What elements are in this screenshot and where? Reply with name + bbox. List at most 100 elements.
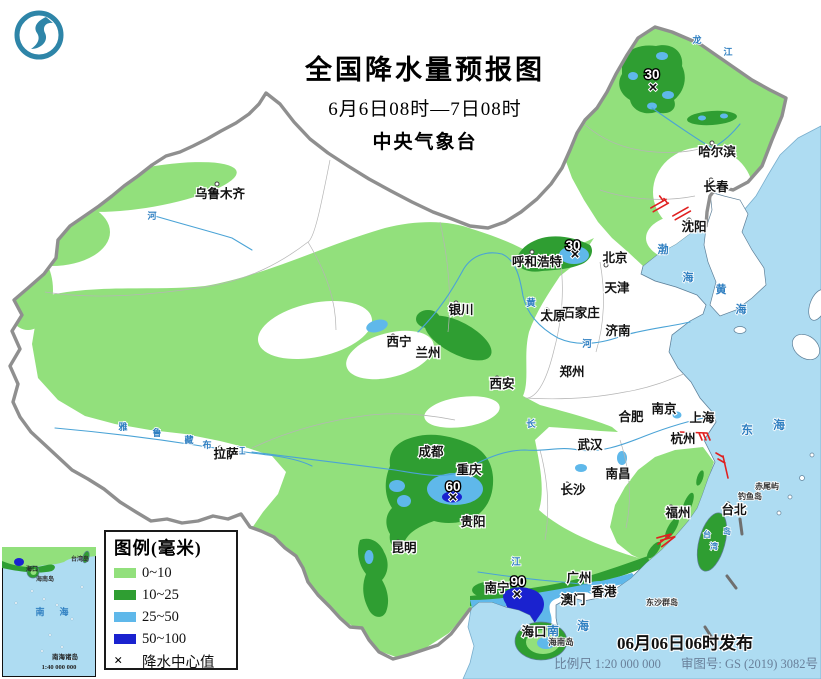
wind-symbol (650, 195, 670, 213)
city-dot (217, 445, 223, 451)
legend-box: 图例(毫米) 0~10 10~25 25~50 50~100 × 降水中心值 (104, 530, 238, 671)
legend-row: 25~50 (114, 606, 228, 628)
rain-50-100-regions (442, 491, 544, 632)
city-dot (524, 627, 530, 633)
inset-label: 台湾岛 (71, 555, 89, 563)
city-dot (494, 375, 500, 381)
city-dot (709, 140, 715, 146)
legend-row: 0~10 (114, 562, 228, 584)
scale-line: 比例尺 1:20 000 000 审图号: GS (2019) 3082号 (470, 653, 818, 672)
center-mark-label: 降水中心值 (142, 654, 215, 671)
city-label: 西安 (489, 376, 514, 391)
geo-label: 赤尾屿 (755, 481, 779, 491)
geo-label: 湾 (710, 541, 718, 551)
precip-center-value: 30 (565, 238, 580, 253)
inset-label: 海 (59, 606, 68, 617)
city-label: 沈阳 (681, 219, 706, 234)
korea-landmass (703, 191, 767, 317)
inset-islands (14, 585, 84, 661)
city-label: 澳门 (560, 592, 585, 607)
geo-label: 鲁 (152, 427, 161, 438)
map-title: 全国降水量预报图 (305, 55, 545, 85)
geo-label: 江 (723, 46, 732, 57)
city-dot (464, 513, 470, 519)
city-label: 成都 (418, 444, 444, 459)
city-label: 拉萨 (213, 446, 239, 461)
logo-swirl (31, 17, 53, 49)
city-dot (581, 437, 587, 443)
city-label: 银川 (448, 302, 473, 317)
city-label: 兰州 (415, 345, 440, 360)
city-label: 广州 (566, 570, 591, 585)
ryukyu-island (776, 510, 782, 516)
wind-symbol (672, 206, 692, 221)
city-label: 贵阳 (460, 514, 485, 529)
legend-items: 0~10 10~25 25~50 50~100 (114, 562, 228, 650)
geo-label: 南 (547, 623, 559, 638)
geo-label: 海 (736, 302, 747, 316)
legend-range-label: 0~10 (142, 564, 172, 581)
cma-logo (14, 10, 64, 60)
ryukyu-island (799, 475, 805, 481)
city-dot (688, 432, 694, 438)
city-dot (459, 462, 465, 468)
city-dot (708, 177, 714, 183)
geo-label: 黄 (716, 282, 727, 296)
geo-label: 雅 (117, 421, 127, 432)
precip-center-marks: 30×30×60×90× (444, 66, 661, 604)
city-label: 郑州 (559, 364, 584, 379)
city-dot (453, 300, 459, 306)
city-dot (594, 587, 600, 593)
city-dot (636, 409, 642, 415)
city-label: 杭州 (670, 431, 695, 446)
geo-label: 台 (703, 529, 711, 539)
legend-range-label: 25~50 (142, 608, 179, 625)
city-label: 石家庄 (561, 305, 600, 320)
precip-center-x-mark: × (571, 246, 580, 263)
precip-center-x-mark: × (449, 489, 458, 506)
geo-label: 海南岛 (548, 637, 574, 647)
city-dot (608, 466, 614, 472)
precip-center-x-mark: × (513, 586, 522, 603)
city-label: 昆明 (391, 540, 416, 555)
city-label: 哈尔滨 (698, 144, 736, 159)
precip-center-value: 90 (510, 574, 525, 589)
approval-number: 审图号: GS (2019) 3082号 (680, 657, 818, 671)
legend-row: 10~25 (114, 584, 228, 606)
city-label: 西宁 (386, 334, 411, 349)
geo-label: 黄 (526, 297, 536, 309)
city-label: 济南 (605, 323, 631, 338)
national-border (8, 25, 788, 661)
agency-name: 中央气象台 (372, 132, 478, 153)
legend-swatch (114, 590, 136, 600)
city-dot (565, 308, 571, 314)
city-dot (544, 307, 550, 313)
city-dot (563, 365, 569, 371)
city-label: 重庆 (456, 462, 482, 477)
city-dot (609, 323, 615, 329)
inset-label: 海口 (26, 565, 38, 573)
city-label: 南京 (651, 401, 677, 416)
city-dot (653, 403, 659, 409)
city-label: 合肥 (618, 409, 644, 424)
sea-boundary-dashes (703, 517, 744, 640)
geo-label: 江 (511, 556, 521, 568)
wind-symbol (715, 452, 729, 479)
legend-range-label: 50~100 (142, 630, 187, 647)
hainan-center (537, 637, 555, 649)
precip-center-x-mark: × (649, 79, 658, 96)
japan-island (808, 289, 821, 321)
city-label: 香港 (590, 584, 617, 599)
release-time: 06月06日06时发布 (617, 634, 753, 653)
geo-label: 渤 (658, 242, 669, 256)
kyushu-island (792, 333, 820, 361)
precip-center-value: 30 (644, 67, 659, 82)
inset-label: 1:40 000 000 (42, 664, 77, 671)
map-subtitle: 6月6日08时—7日08时 (328, 99, 522, 120)
geo-label: 海 (683, 270, 694, 284)
geo-label: 东沙群岛 (646, 597, 678, 607)
rivers (54, 107, 741, 586)
city-label: 上海 (689, 410, 715, 425)
city-dot (608, 281, 614, 287)
